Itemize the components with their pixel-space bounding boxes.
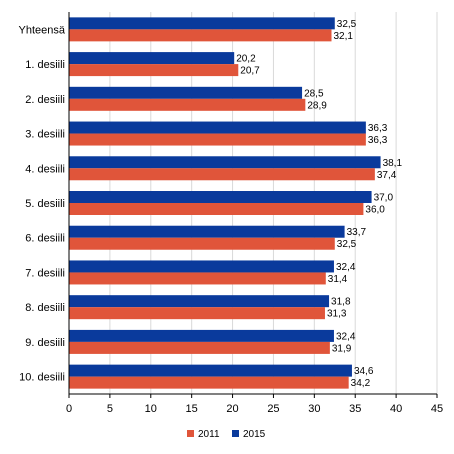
category-label: 9. desiili [25,337,65,349]
data-label: 37,4 [377,170,397,181]
legend-label: 2011 [198,429,220,440]
bar [69,376,349,389]
data-label: 38,1 [383,158,403,169]
x-tick-label: 30 [308,403,320,415]
data-label: 28,9 [307,100,327,111]
x-tick-label: 5 [107,403,113,415]
x-tick-label: 40 [390,403,402,415]
bar [69,364,352,377]
data-label: 32,1 [334,31,354,42]
data-label: 31,3 [327,309,347,320]
data-label: 32,4 [336,331,356,342]
x-tick-label: 45 [431,403,443,415]
bar [69,341,330,354]
bar [69,29,332,42]
data-label: 28,5 [304,88,324,99]
category-label: 3. desiili [25,129,65,141]
data-label: 36,3 [368,135,388,146]
x-tick-label: 0 [66,403,72,415]
category-label: Yhteensä [19,24,66,36]
bar [69,64,239,77]
data-label: 20,2 [236,54,256,65]
x-tick-label: 20 [226,403,238,415]
bars [69,17,381,389]
data-label: 32,4 [336,262,356,273]
bar [69,225,345,238]
bar [69,237,335,250]
category-label: 5. desiili [25,198,65,210]
bar [69,121,366,134]
bar [69,156,381,169]
bar [69,52,235,65]
data-label: 37,0 [374,193,394,204]
x-tick-label: 10 [145,403,157,415]
bar [69,98,306,111]
data-label: 31,4 [328,274,348,285]
bar [69,329,334,342]
data-label: 33,7 [347,227,367,238]
legend-swatch [232,430,239,437]
category-label: 4. desiili [25,163,65,175]
bar [69,260,334,273]
legend: 2011 2015 [187,429,266,440]
x-tick-label: 25 [267,403,279,415]
bar [69,272,326,285]
category-label: 6. desiili [25,233,65,245]
x-tick-label: 15 [186,403,198,415]
data-label: 34,2 [351,378,371,389]
legend-label: 2015 [243,429,266,440]
data-label: 36,3 [368,123,388,134]
bar [69,17,335,30]
bar [69,86,303,99]
bar [69,191,372,203]
data-label: 20,7 [240,66,260,77]
axes [68,12,438,398]
data-label: 31,9 [332,343,352,354]
data-label: 32,5 [337,239,357,250]
category-label: 7. desiili [25,267,65,279]
category-label: 8. desiili [25,302,65,314]
bar [69,168,375,181]
bar [69,307,325,320]
bar [69,133,366,146]
category-label: 2. desiili [25,94,65,106]
category-label: 10. desiili [19,372,65,384]
legend-swatch [187,430,194,437]
data-label: 36,0 [365,205,385,216]
x-tick-label: 35 [349,403,361,415]
category-label: 1. desiili [25,59,65,71]
bar [69,203,364,215]
data-label: 32,5 [337,19,357,30]
bar [69,295,330,308]
data-label: 31,8 [331,297,351,308]
data-label: 34,6 [354,366,374,377]
